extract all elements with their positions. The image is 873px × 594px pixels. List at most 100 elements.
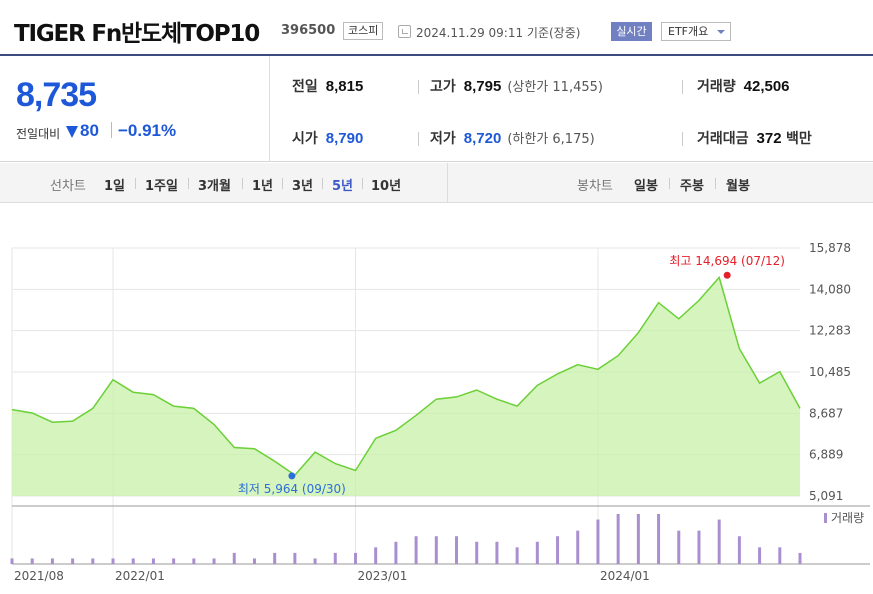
prev-close-label: 전일	[292, 79, 318, 95]
volume-bar	[293, 552, 297, 564]
high-marker	[723, 271, 731, 279]
period-tab-1d[interactable]: 1일	[104, 179, 126, 194]
period-tab-1y[interactable]: 1년	[252, 179, 274, 194]
candle-tab-monthly[interactable]: 월봉	[726, 179, 750, 194]
y-axis: 15,878 14,080 12,283 10,485 8,687 6,889 5,091 거…	[809, 241, 864, 525]
volume-bar	[535, 541, 539, 564]
y-tick-label: 5,091	[809, 489, 843, 503]
volume-bar	[192, 558, 196, 564]
period-tab-3m[interactable]: 3개월	[198, 179, 231, 194]
trade-value-stat: 거래대금 372 백만	[697, 128, 820, 148]
volume-bar	[71, 558, 75, 564]
divider	[282, 178, 283, 189]
volume-bar	[252, 558, 256, 564]
volume-bar	[616, 514, 620, 564]
volume-bar	[91, 558, 95, 564]
volume-value: 42,506	[743, 78, 790, 95]
volume-bar	[30, 558, 34, 564]
volume-bar	[657, 514, 661, 564]
volume-bar	[636, 514, 640, 564]
calendar-icon	[398, 25, 411, 38]
low-marker	[288, 472, 296, 480]
volume-bar	[212, 558, 216, 564]
quote-panel: 8,735 전일대비 80 −0.91% 전일 8,815 고가 8,795 (상한가…	[0, 54, 873, 162]
volume-bar	[394, 541, 398, 564]
volume-bar	[232, 552, 236, 564]
open-label: 시가	[292, 131, 318, 147]
price-line	[11, 275, 801, 477]
open-value: 8,790	[325, 130, 364, 147]
period-tab-5y[interactable]: 5년	[332, 179, 354, 194]
y-tick-label: 12,283	[809, 324, 851, 338]
volume-bar	[414, 536, 418, 564]
high-value: 8,795	[463, 78, 502, 95]
page-title: TIGER Fn반도체TOP10	[14, 21, 260, 47]
change-value: 80	[80, 121, 99, 140]
prev-close-stat: 전일 8,815	[292, 76, 363, 96]
volume-bar	[475, 541, 479, 564]
line-chart-label: 선차트	[50, 179, 86, 194]
volume-bar	[434, 536, 438, 564]
chevron-down-icon	[717, 30, 725, 34]
volume-bar	[273, 552, 277, 564]
x-tick-label: 2024/01	[600, 569, 650, 583]
down-arrow-icon	[66, 126, 78, 138]
period-tab-10y[interactable]: 10년	[371, 179, 402, 194]
realtime-button[interactable]: 실시간	[611, 22, 652, 41]
volume-bar	[576, 530, 580, 564]
divider	[418, 80, 419, 94]
period-tab-bar: 선차트 1일 1주일 3개월 1년 3년 5년 10년 봉차트 일봉 주봉 월봉	[0, 163, 873, 203]
volume-bar	[455, 536, 459, 564]
volume-bar	[697, 530, 701, 564]
divider	[418, 132, 419, 146]
volume-bars	[10, 514, 802, 564]
etf-overview-label: ETF개요	[668, 25, 709, 38]
current-price-block: 8,735 전일대비 80 −0.91%	[10, 56, 270, 162]
high-stat: 고가 8,795 (상한가 11,455)	[430, 76, 603, 96]
candle-chart-label: 봉차트	[577, 179, 613, 194]
volume-bar	[111, 558, 115, 564]
divider	[715, 178, 716, 189]
divider	[111, 122, 112, 138]
x-axis: 2021/08 2022/01 2023/01 2024/01	[14, 569, 650, 583]
price-chart: 15,878 14,080 12,283 10,485 8,687 6,889 5,091 거…	[10, 241, 870, 583]
period-tab-3y[interactable]: 3년	[292, 179, 314, 194]
divider	[447, 163, 448, 203]
divider	[188, 178, 189, 189]
period-tab-1w[interactable]: 1주일	[145, 179, 178, 194]
upper-limit: (상한가 11,455)	[507, 80, 603, 95]
volume-bar	[495, 541, 499, 564]
stock-code: 396500	[281, 23, 336, 38]
volume-label: 거래량	[697, 79, 736, 95]
volume-bar	[313, 558, 317, 564]
prev-close-value: 8,815	[325, 78, 364, 95]
lower-limit: (하한가 6,175)	[507, 132, 595, 147]
change-label: 전일대비	[16, 127, 61, 141]
volume-bar	[50, 558, 54, 564]
volume-bar	[353, 552, 357, 564]
candle-tab-daily[interactable]: 일봉	[634, 179, 658, 194]
header: TIGER Fn반도체TOP10 396500 코스피 2024.11.29 0…	[0, 0, 873, 56]
markers: 최고 14,694 (07/12) 최저 5,964 (09/30)	[238, 254, 785, 496]
volume-bar	[778, 547, 782, 564]
trade-value-unit: 백만	[786, 131, 812, 147]
volume-bar	[556, 536, 560, 564]
y-tick-label: 8,687	[809, 406, 843, 420]
y-tick-label: 10,485	[809, 365, 851, 379]
y-tick-label: 15,878	[809, 241, 851, 255]
price-area-fill	[12, 277, 800, 496]
candle-tab-weekly[interactable]: 주봉	[680, 179, 704, 194]
volume-bar	[737, 536, 741, 564]
low-label: 최저 5,964 (09/30)	[238, 482, 346, 496]
volume-bar	[798, 552, 802, 564]
etf-overview-dropdown[interactable]: ETF개요	[661, 22, 731, 41]
volume-bar	[151, 558, 155, 564]
x-tick-label: 2022/01	[115, 569, 165, 583]
volume-legend-label: 거래량	[831, 511, 864, 525]
high-label: 최고 14,694 (07/12)	[669, 254, 785, 268]
divider	[135, 178, 136, 189]
high-label: 고가	[430, 79, 456, 95]
volume-bar	[677, 530, 681, 564]
market-badge: 코스피	[343, 22, 384, 40]
divider	[682, 80, 683, 94]
